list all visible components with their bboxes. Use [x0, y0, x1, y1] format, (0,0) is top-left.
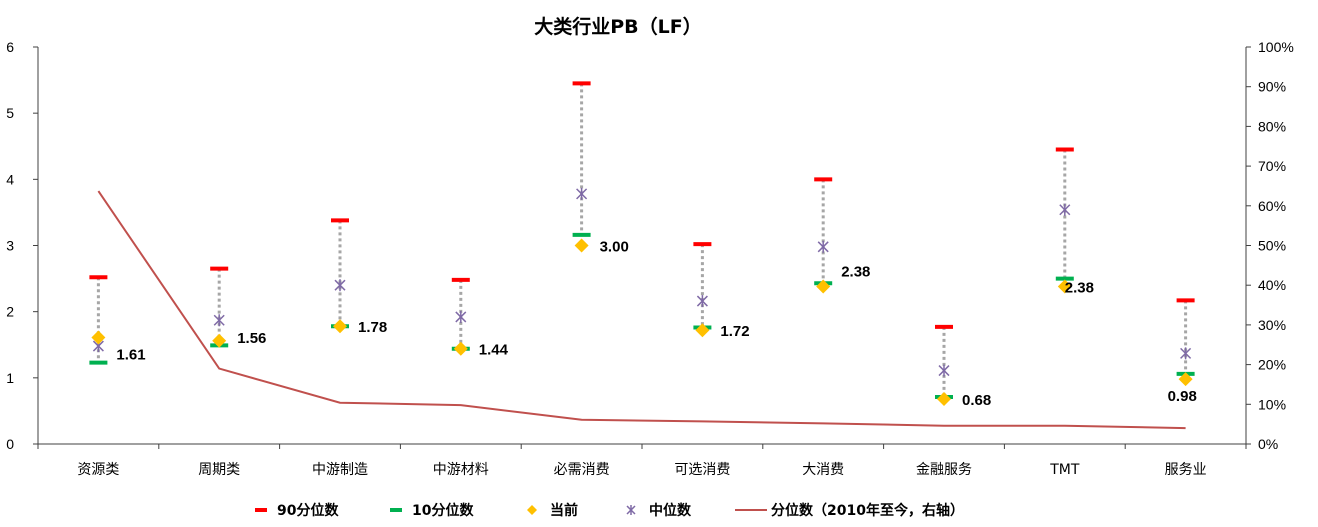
median-mark	[696, 295, 708, 308]
current-mark	[574, 238, 589, 253]
current-mark	[453, 341, 468, 356]
category-label: 中游制造	[312, 462, 368, 478]
legend-item: 分位数（2010年至今，右轴）	[735, 502, 964, 519]
median-mark	[213, 314, 225, 327]
legend-label: 中位数	[649, 502, 692, 519]
right-tick-label: 20%	[1258, 357, 1286, 373]
right-tick-label: 60%	[1258, 198, 1286, 214]
current-mark	[91, 330, 106, 345]
category-label: 大消费	[802, 462, 844, 478]
right-ticks: 0% 10% 20% 30% 40% 50% 60% 70% 80% 90% 100%	[1246, 39, 1294, 452]
left-tick-label: 0	[6, 436, 14, 452]
value-label: 1.78	[358, 319, 387, 336]
legend-item: 10分位数	[390, 502, 474, 519]
current-mark	[1178, 372, 1193, 387]
value-label: 0.68	[962, 392, 991, 409]
current-mark	[333, 319, 347, 334]
current-mark	[212, 333, 227, 348]
category-label: TMT	[1049, 462, 1080, 478]
left-tick-label: 2	[6, 304, 14, 320]
range-connectors	[96, 83, 1188, 398]
value-label: 1.61	[116, 346, 145, 363]
median-mark	[455, 310, 467, 323]
left-tick-label: 1	[6, 370, 14, 386]
category-label: 可选消费	[674, 462, 730, 478]
category-label: 周期类	[198, 462, 240, 478]
current-mark	[816, 279, 831, 294]
right-tick-label: 90%	[1258, 79, 1286, 95]
legend-item: 中位数	[626, 502, 692, 519]
legend-swatch	[527, 505, 537, 515]
legend-label: 10分位数	[412, 502, 474, 519]
median-mark	[1059, 203, 1071, 216]
value-label: 2.38	[1065, 280, 1094, 297]
value-label: 1.72	[720, 323, 749, 340]
current-mark	[1057, 279, 1072, 294]
right-tick-label: 0%	[1258, 436, 1278, 452]
legend-item: 当前	[527, 502, 578, 519]
left-tick-label: 4	[6, 171, 14, 187]
legend-swatch	[626, 505, 636, 515]
current-mark	[695, 323, 710, 338]
percentile-line	[97, 190, 1186, 430]
right-tick-label: 10%	[1258, 396, 1286, 412]
legend-item: 90分位数	[255, 502, 339, 519]
right-tick-label: 40%	[1258, 277, 1286, 293]
category-label: 必需消费	[554, 462, 610, 478]
category-label: 资源类	[77, 462, 119, 478]
left-tick-label: 3	[6, 238, 14, 254]
left-tick-label: 6	[6, 39, 14, 55]
right-tick-label: 100%	[1258, 39, 1294, 55]
value-label: 0.98	[1168, 388, 1197, 405]
category-label: 中游材料	[433, 462, 489, 478]
value-label: 2.38	[841, 264, 870, 281]
median-mark	[1180, 347, 1192, 360]
median-mark	[938, 364, 950, 377]
category-label: 金融服务	[916, 462, 972, 478]
data-marks	[89, 81, 1195, 407]
current-mark	[937, 392, 951, 407]
left-ticks: 0 1 2 3 4 5 6	[6, 39, 38, 452]
median-mark	[576, 187, 588, 200]
right-tick-label: 30%	[1258, 317, 1286, 333]
category-ticks: 资源类 周期类 中游制造 中游材料 必需消费 可选消费 大消费 金融服务 TMT 服务业	[37, 444, 1247, 478]
right-tick-label: 80%	[1258, 118, 1286, 134]
legend-label: 当前	[550, 502, 578, 519]
right-tick-label: 50%	[1258, 238, 1286, 254]
median-mark	[334, 279, 346, 292]
legend-label: 90分位数	[277, 502, 339, 519]
left-tick-label: 5	[6, 105, 14, 121]
legend: 90分位数 10分位数 当前 中位数 分位数（2010年至今，右轴）	[255, 502, 964, 519]
legend-label: 分位数（2010年至今，右轴）	[771, 502, 964, 519]
value-labels: 1.61 1.56 1.78 1.44 3.00 1.72 2.38 0.68 2.38 0.98	[116, 239, 1196, 410]
category-label: 服务业	[1165, 462, 1207, 478]
right-tick-label: 70%	[1258, 158, 1286, 174]
chart-title: 大类行业PB（LF）	[534, 15, 702, 38]
median-mark	[817, 240, 829, 253]
value-label: 1.56	[237, 330, 266, 347]
value-label: 3.00	[600, 239, 629, 256]
value-label: 1.44	[479, 342, 509, 359]
